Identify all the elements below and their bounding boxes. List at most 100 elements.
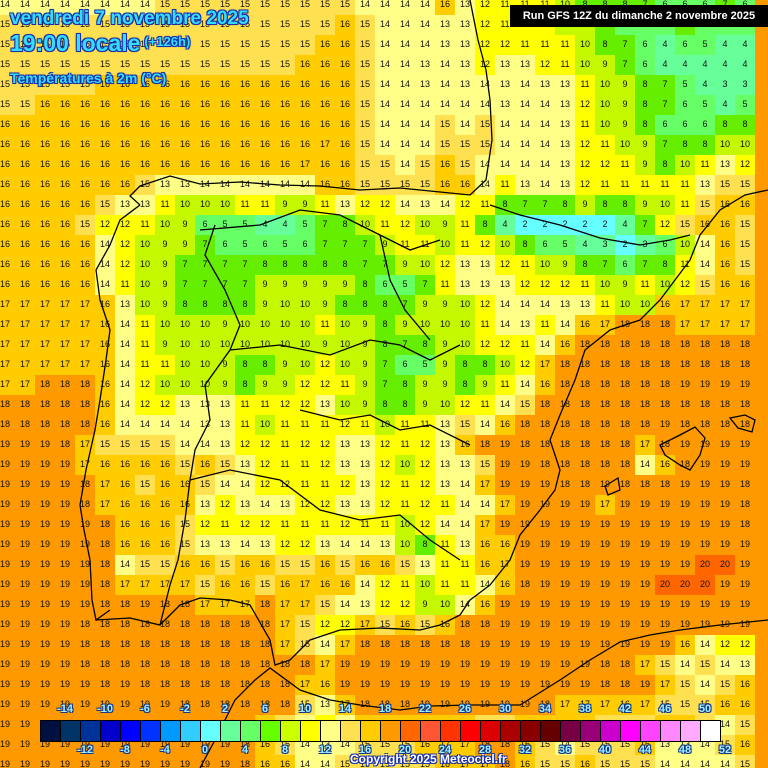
temperature-cell [395,15,415,35]
temperature-cell [275,375,295,395]
temperature-cell [35,635,55,655]
temperature-cell [715,615,735,635]
temperature-cell [515,475,535,495]
temperature-cell [715,335,735,355]
color-scale-swatch [501,721,521,741]
temperature-cell [455,135,475,155]
color-scale-swatch [181,721,201,741]
temperature-cell [735,395,755,415]
temperature-cell [655,675,675,695]
temperature-cell [495,615,515,635]
temperature-cell [655,235,675,255]
temperature-cell [595,435,615,455]
color-scale-tick-top: -6 [140,703,150,715]
temperature-cell [575,135,595,155]
temperature-cell [15,595,35,615]
temperature-cell [35,375,55,395]
color-scale-swatch [321,721,341,741]
temperature-cell [135,615,155,635]
temperature-cell [35,755,55,768]
temperature-cell [35,255,55,275]
temperature-cell [155,375,175,395]
temperature-cell [335,55,355,75]
temperature-cell [335,315,355,335]
temperature-cell [715,555,735,575]
temperature-cell [435,595,455,615]
temperature-cell [695,615,715,635]
temperature-cell [235,455,255,475]
temperature-cell [315,335,335,355]
temperature-cell [735,375,755,395]
temperature-cell [715,55,735,75]
temperature-cell [255,195,275,215]
temperature-cell [455,35,475,55]
temperature-cell [95,155,115,175]
temperature-cell [195,75,215,95]
temperature-cell [515,255,535,275]
temperature-cell [135,415,155,435]
temperature-cell [55,15,75,35]
temperature-cell [675,655,695,675]
temperature-cell [55,615,75,635]
temperature-cell [335,615,355,635]
temperature-cell [355,95,375,115]
temperature-cell [335,475,355,495]
temperature-cell [475,635,495,655]
temperature-cell [75,635,95,655]
temperature-cell [155,655,175,675]
temperature-cell [295,375,315,395]
temperature-cell [595,295,615,315]
temperature-cell [75,55,95,75]
temperature-cell [635,135,655,155]
temperature-cell [315,175,335,195]
temperature-cell [455,635,475,655]
temperature-cell [515,615,535,635]
temperature-cell [575,35,595,55]
temperature-cell [355,15,375,35]
temperature-cell [75,435,95,455]
temperature-cell [675,755,695,768]
temperature-cell [515,175,535,195]
color-scale-tick-bottom: 12 [318,744,332,756]
temperature-cell [35,515,55,535]
temperature-cell [355,435,375,455]
temperature-cell [495,235,515,255]
temperature-cell [535,375,555,395]
temperature-cell [215,635,235,655]
temperature-cell [715,655,735,675]
temperature-cell [535,555,555,575]
temperature-cell [615,415,635,435]
temperature-cell [55,55,75,75]
temperature-cell [335,655,355,675]
temperature-cell [255,555,275,575]
temperature-cell [715,475,735,495]
temperature-cell [455,375,475,395]
temperature-cell [655,35,675,55]
temperature-cell [495,255,515,275]
temperature-cell [255,515,275,535]
color-scale-swatch [461,721,481,741]
temperature-cell [375,475,395,495]
temperature-cell [675,515,695,535]
temperature-cell [35,15,55,35]
temperature-cell [275,235,295,255]
temperature-cell [0,195,15,215]
temperature-cell [475,175,495,195]
temperature-cell [455,195,475,215]
color-scale-tick-top: 26 [458,703,472,715]
temperature-cell [695,95,715,115]
temperature-cell [515,455,535,475]
temperature-cell [135,655,155,675]
temperature-cell [435,335,455,355]
temperature-cell [235,615,255,635]
temperature-cell [615,555,635,575]
temperature-cell [55,355,75,375]
temperature-cell [355,255,375,275]
temperature-cell [215,115,235,135]
temperature-cell [155,675,175,695]
temperature-cell [315,55,335,75]
temperature-cell [675,455,695,475]
temperature-cell [595,575,615,595]
temperature-cell [315,255,335,275]
temperature-cell [295,555,315,575]
